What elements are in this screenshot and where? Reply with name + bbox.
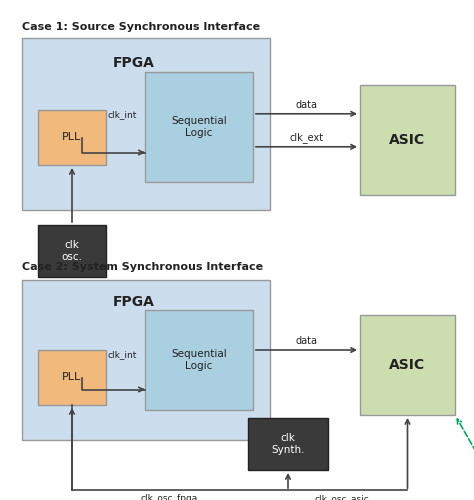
Text: PLL: PLL xyxy=(63,132,82,142)
Bar xyxy=(248,418,328,470)
Bar xyxy=(360,315,455,415)
Text: clk_ext: clk_ext xyxy=(290,132,324,143)
Text: Case 2: System Synchronous Interface: Case 2: System Synchronous Interface xyxy=(22,262,263,272)
Text: ASIC: ASIC xyxy=(390,133,426,147)
Text: PLL: PLL xyxy=(63,372,82,382)
Bar xyxy=(38,350,106,405)
Text: clk_int: clk_int xyxy=(108,110,137,120)
Bar xyxy=(145,310,253,410)
Text: FPGA: FPGA xyxy=(113,295,155,309)
Text: clk
Synth.: clk Synth. xyxy=(271,433,305,455)
Text: clk_osc_asic: clk_osc_asic xyxy=(314,494,369,500)
Text: data: data xyxy=(295,336,318,346)
Text: Sequential
Logic: Sequential Logic xyxy=(171,349,227,371)
Text: data: data xyxy=(295,100,318,110)
Text: FPGA: FPGA xyxy=(113,56,155,70)
Text: clk_osc_fpga: clk_osc_fpga xyxy=(141,494,198,500)
Text: ASIC: ASIC xyxy=(390,358,426,372)
Text: Sequential
Logic: Sequential Logic xyxy=(171,116,227,138)
Bar xyxy=(22,280,270,440)
Text: clk
osc.: clk osc. xyxy=(62,240,82,262)
Bar xyxy=(145,72,253,182)
Bar xyxy=(360,85,455,195)
Bar xyxy=(38,225,106,277)
Bar xyxy=(38,110,106,165)
Text: clk_int: clk_int xyxy=(108,350,137,360)
Bar xyxy=(22,38,270,210)
Text: Case 1: Source Synchronous Interface: Case 1: Source Synchronous Interface xyxy=(22,22,260,32)
